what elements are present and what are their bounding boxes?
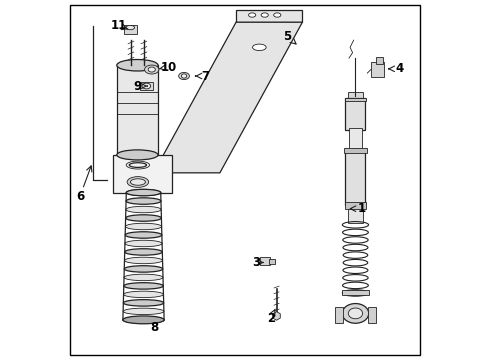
Ellipse shape <box>125 249 162 255</box>
Bar <box>348 203 363 223</box>
Ellipse shape <box>126 26 135 30</box>
Ellipse shape <box>126 189 161 196</box>
Bar <box>371 62 385 77</box>
Ellipse shape <box>125 240 162 247</box>
Bar <box>342 291 369 296</box>
Ellipse shape <box>125 223 162 230</box>
Text: 2: 2 <box>267 311 275 325</box>
Bar <box>260 257 270 265</box>
Ellipse shape <box>124 266 163 272</box>
Text: 10: 10 <box>161 60 177 73</box>
Bar <box>113 155 172 193</box>
Bar <box>345 98 366 130</box>
Ellipse shape <box>117 150 158 160</box>
Bar <box>344 202 366 209</box>
Text: 9: 9 <box>133 80 142 93</box>
Ellipse shape <box>126 198 161 204</box>
Ellipse shape <box>142 83 151 89</box>
Text: 1: 1 <box>358 202 366 215</box>
Ellipse shape <box>124 283 163 289</box>
Ellipse shape <box>123 316 164 324</box>
Text: 5: 5 <box>283 30 292 43</box>
Bar <box>270 258 275 264</box>
Polygon shape <box>153 22 302 173</box>
Ellipse shape <box>123 308 164 315</box>
Bar <box>345 149 366 205</box>
Ellipse shape <box>123 300 164 306</box>
Ellipse shape <box>348 308 363 319</box>
Text: 4: 4 <box>395 62 403 75</box>
Ellipse shape <box>126 189 161 196</box>
Ellipse shape <box>248 13 256 17</box>
Ellipse shape <box>124 274 163 281</box>
Ellipse shape <box>261 13 269 17</box>
Bar <box>117 65 158 155</box>
Ellipse shape <box>125 215 161 221</box>
Text: 3: 3 <box>252 256 260 269</box>
Ellipse shape <box>117 59 158 71</box>
Ellipse shape <box>181 74 187 78</box>
Bar <box>140 82 153 90</box>
Ellipse shape <box>145 65 159 74</box>
Ellipse shape <box>148 67 155 72</box>
Text: 7: 7 <box>201 69 210 82</box>
Ellipse shape <box>124 257 163 264</box>
Bar <box>368 307 376 323</box>
Ellipse shape <box>179 72 190 80</box>
Ellipse shape <box>342 303 368 323</box>
Polygon shape <box>236 10 302 22</box>
Text: 6: 6 <box>76 190 84 203</box>
Bar <box>344 148 367 153</box>
Ellipse shape <box>126 206 161 213</box>
Text: 8: 8 <box>150 321 159 334</box>
Bar <box>376 57 383 64</box>
Ellipse shape <box>274 13 281 17</box>
Ellipse shape <box>123 317 164 323</box>
Bar <box>349 128 362 151</box>
Bar <box>335 307 343 323</box>
Bar <box>344 98 366 101</box>
Ellipse shape <box>252 44 266 50</box>
Bar <box>347 92 364 99</box>
Text: 11: 11 <box>111 19 127 32</box>
Ellipse shape <box>125 232 162 238</box>
Ellipse shape <box>130 179 146 185</box>
Ellipse shape <box>127 177 148 188</box>
Bar <box>124 25 137 35</box>
Ellipse shape <box>123 291 164 298</box>
